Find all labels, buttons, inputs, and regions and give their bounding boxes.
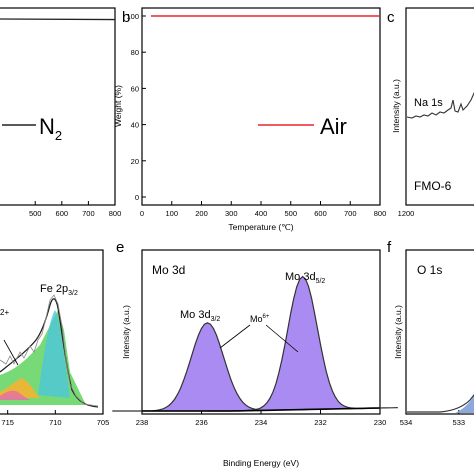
panel-c-letter: c [387,9,395,26]
panel-d-raw-data-line [0,294,99,407]
panel-b-x-tick-label: 700 [344,209,357,218]
panel-b-x-tick-label: 200 [195,209,208,218]
panel-b-y-tick-label: 0 [135,193,139,202]
panel-f-y-axis-label: Intensity (a.u.) [393,305,403,359]
panel-d-peak-label: Fe 2p3/2 [40,283,78,297]
panel-b-y-tick-label: 60 [131,84,139,93]
panel-e-arrow-right [265,324,299,353]
panel-d-annotation-fe2plus: 2+ [0,308,9,317]
panel-e-arrow-left [219,324,251,349]
panel-f-letter: f [387,239,392,256]
panel-b-x-tick-label: 600 [314,209,327,218]
panel-c-spectrum-line [406,91,474,119]
panel-e-background-line [142,407,381,412]
panel-c-y-axis-label: Intensity (a.u.) [391,79,401,133]
panel-b-letter: b [122,9,130,26]
panel-a-legend-label: N2 [39,114,62,143]
panel-b-x-tick-label: 0 [140,209,144,218]
panel-e-y-axis-label: Intensity (a.u.) [121,305,131,359]
panel-e-x-tick-label: 230 [374,418,387,427]
panel-b-y-tick-label: 100 [126,12,139,21]
panel-b-y-tick-label: 40 [131,121,139,130]
panel-c-x-ticks: 12001000 [398,201,415,218]
panel-b-y-tick-label: 20 [131,157,139,166]
panel-e-peak-label-3d32: Mo 3d3/2 [180,309,220,323]
panel-d-envelope-line [0,298,99,408]
panel-a-x-tick-label: 700 [82,209,95,218]
panel-a: 500 600 700 800 N2 [0,7,121,218]
panel-d-component-pink [0,390,30,400]
panel-e-x-tick-label: 238 [136,418,149,427]
panel-f-x-tick-label: 533 [453,418,466,427]
panel-e-x-tick-label: 232 [314,418,327,427]
panel-a-x-tick-label: 600 [56,209,69,218]
panel-b-legend-label: Air [320,114,347,139]
panel-a-series-line [0,18,116,21]
panel-a-x-tick-label: 500 [29,209,42,218]
panel-c-frame [405,7,474,206]
panel-d-x-ticks: 715 710 705 [1,410,109,427]
panel-f-peak-area [455,396,474,413]
panel-d-annotation-arrow [3,339,19,366]
panel-e-x-tick-label: 236 [195,418,208,427]
panel-c: c 12001000 Na 1s Intensity (a.u.) FMO-6 [387,7,474,218]
panel-f-title: O 1s [417,263,442,277]
panel-b-x-tick-label: 100 [165,209,178,218]
panel-d-x-tick-label: 710 [49,418,62,427]
panel-d-frame [0,249,104,415]
panel-f: f 534 533 O 1s Intensity (a.u.) [387,239,474,427]
panel-b-x-tick-label: 400 [255,209,268,218]
panel-c-x-tick-label: 1200 [398,209,415,218]
panel-e-letter: e [116,239,124,256]
panel-e: e 238 236 234 232 230 Mo 3d Mo 3d3/2 Mo 3d5/… [112,239,398,468]
panel-b-y-ticks: 0 20 40 60 80 100 [126,12,146,202]
panel-e-x-axis-label: Binding Energy (eV) [223,458,299,468]
panel-b-x-tick-label: 500 [284,209,297,218]
panel-a-x-tick-label: 800 [109,209,122,218]
panel-c-annotation-na1s: Na 1s [414,97,443,109]
panel-f-frame [405,249,474,415]
panel-d-component-cyan [38,310,70,398]
panel-d-x-tick-label: 705 [97,418,110,427]
panel-b-y-axis-label: Weight (%) [113,85,123,127]
panel-f-spectrum-line [407,394,474,413]
panel-c-sample-label: FMO-6 [414,179,452,193]
panel-e-x-tick-label: 234 [255,418,268,427]
panel-e-title: Mo 3d [152,263,185,277]
panel-d: 715 710 705 2+ Fe 2p3/2 [0,249,109,427]
panel-b-y-tick-label: 80 [131,48,139,57]
panel-a-frame [0,7,116,206]
panel-f-x-tick-label: 534 [400,418,413,427]
panel-b: b 0 100 200 300 400 500 600 700 800 0 20 40 60 80 100… [113,7,386,232]
panel-b-x-tick-label: 800 [374,209,387,218]
panel-e-annotation-mo6plus: Mo6+ [250,314,270,324]
panel-e-peak-label-3d52: Mo 3d5/2 [285,271,325,285]
panel-b-frame [141,7,381,206]
panel-d-x-tick-label: 715 [1,418,14,427]
panel-e-x-ticks: 238 236 234 232 230 [136,410,387,427]
panel-b-x-ticks: 0 100 200 300 400 500 600 700 800 [140,201,386,218]
panel-b-x-tick-label: 300 [225,209,238,218]
panel-a-x-ticks: 500 600 700 800 [29,201,121,218]
panel-b-x-axis-label: Temperature (℃) [228,222,293,232]
